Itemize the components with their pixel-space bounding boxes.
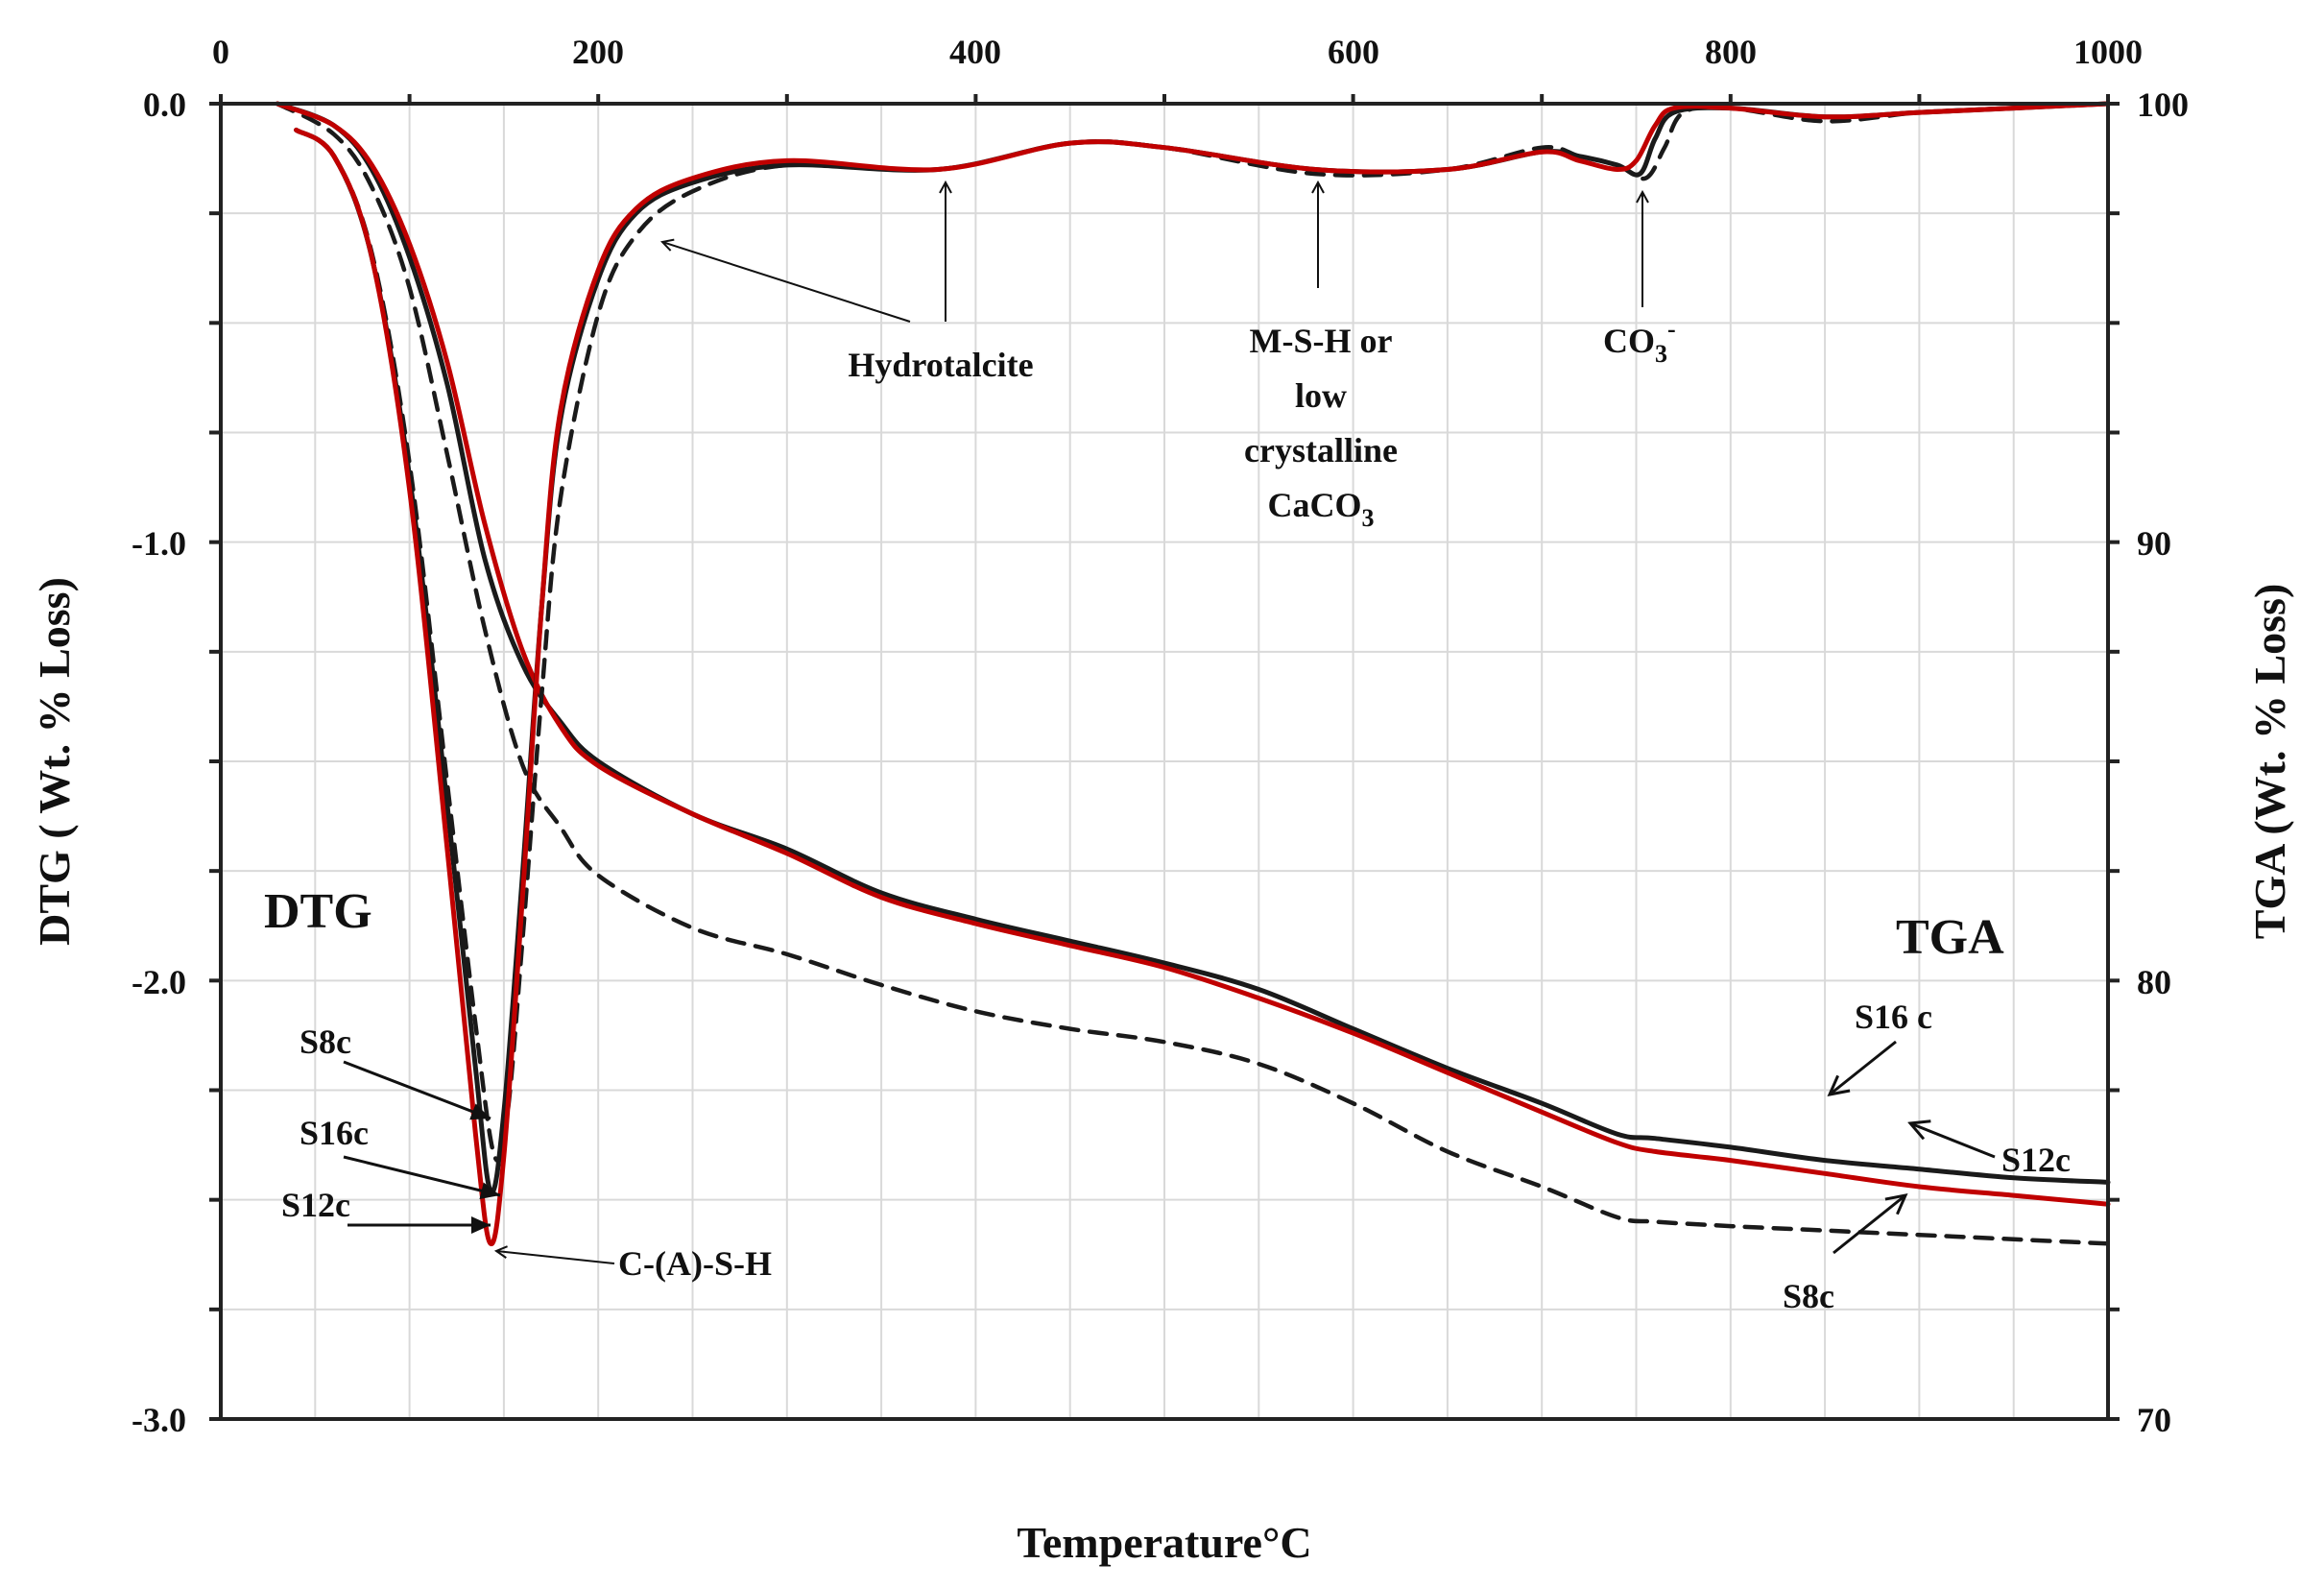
tga-s16c-arrow	[1830, 1040, 1897, 1095]
x-tick-200: 200	[572, 33, 624, 71]
tga-s12c-label: S12c	[2001, 1141, 2071, 1179]
msh-label-line4: CaCO3	[1268, 486, 1375, 532]
dtg-s16c-label: S16c	[299, 1114, 369, 1152]
y-left-tick-minus2: -2.0	[132, 963, 186, 1001]
y-right-tick-70: 70	[2137, 1401, 2171, 1439]
grid	[221, 104, 2108, 1419]
co3-sup: -	[1667, 315, 1676, 343]
y-left-tick-minus3: -3.0	[132, 1401, 186, 1439]
cash-pointer	[496, 1251, 615, 1264]
y-left-axis-title: DTG ( Wt. % Loss)	[30, 577, 79, 946]
y-right-tick-90: 90	[2137, 524, 2171, 563]
co3-base: CO	[1603, 322, 1655, 360]
y-left-tick-minus1: -1.0	[132, 524, 186, 563]
y-right-axis-title: TGA (Wt. % Loss)	[2245, 584, 2294, 940]
tga-line-s8c	[275, 101, 2111, 1246]
msh-label-line1: M-S-H or	[1250, 322, 1393, 360]
dtg-s16c-arrow	[343, 1155, 501, 1199]
tga-line-s16c	[275, 101, 2111, 1185]
x-axis-title: Temperature°C	[1017, 1518, 1311, 1567]
tick-marks	[209, 94, 2120, 1421]
msh-label-line2: low	[1295, 376, 1347, 415]
tga-label: TGA	[1896, 910, 2004, 965]
x-tick-800: 800	[1705, 33, 1757, 71]
dtg-s8c-arrow	[343, 1060, 491, 1120]
series-group	[275, 101, 2111, 1246]
y-left-tick-0: 0.0	[143, 85, 186, 124]
hydrotalcite-label: Hydrotalcite	[848, 346, 1033, 384]
co3-label: CO3-	[1603, 315, 1676, 368]
co3-sub: 3	[1655, 340, 1667, 368]
tga-s12c-arrow	[1910, 1123, 1996, 1159]
dtg-s12c-label: S12c	[281, 1186, 350, 1224]
dtg-line-s16c	[294, 101, 2111, 1195]
dtg-label: DTG	[264, 884, 372, 939]
x-tick-600: 600	[1328, 33, 1379, 71]
tga-s8c-label: S8c	[1783, 1277, 1834, 1315]
hydrotalcite-pointer	[662, 242, 911, 323]
dtg-s8c-label: S8c	[299, 1023, 351, 1061]
x-tick-1000: 1000	[2073, 33, 2143, 71]
dtg-line-s12c	[294, 101, 2111, 1246]
cash-label: C-(A)-S-H	[618, 1244, 772, 1283]
x-tick-400: 400	[949, 33, 1001, 71]
tga-s8c-arrow	[1833, 1195, 1905, 1255]
x-tick-0: 0	[212, 33, 229, 71]
tga-line-s12c	[275, 101, 2111, 1207]
msh-caco: CaCO	[1268, 486, 1362, 524]
tga-s16c-label: S16 c	[1855, 998, 1932, 1036]
msh-label-line3: crystalline	[1244, 431, 1398, 469]
y-right-tick-80: 80	[2137, 963, 2171, 1001]
y-right-tick-100: 100	[2137, 85, 2189, 124]
dtg-line-s8c	[294, 101, 2111, 1164]
msh-caco-sub: 3	[1362, 504, 1375, 532]
